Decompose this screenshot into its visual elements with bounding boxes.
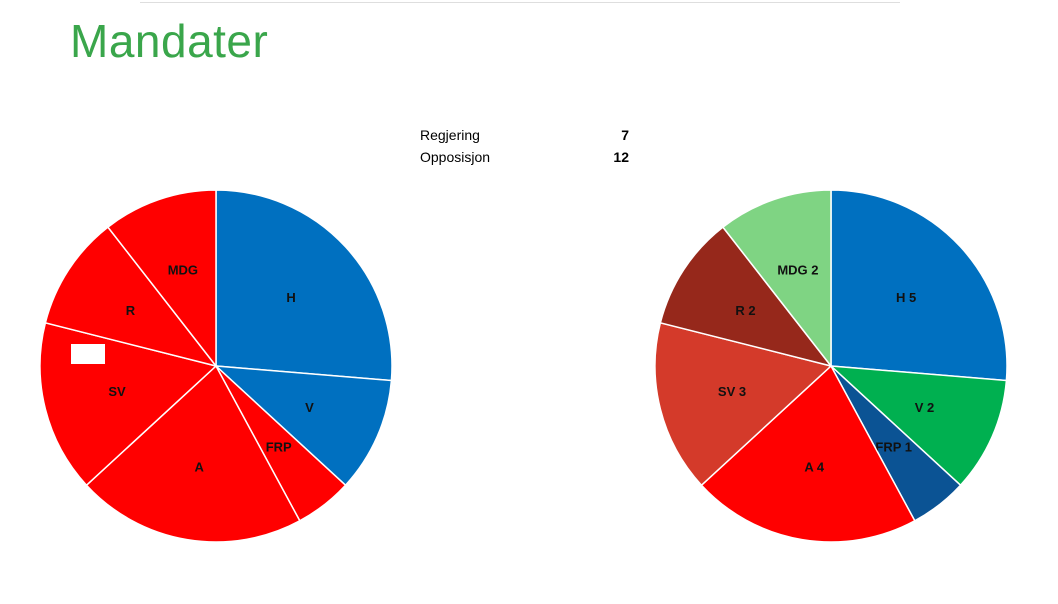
pie-slice-label: A (195, 460, 205, 475)
pie-slice-label: MDG (168, 263, 198, 278)
pie-slice-v (213, 365, 393, 487)
summary-value: 12 (613, 149, 629, 165)
pie-slice-sv (654, 321, 833, 487)
summary-row-opposition: Opposisjon 12 (420, 149, 635, 171)
pie-slice-label: H 5 (896, 290, 916, 305)
pie-slice-label: MDG 2 (777, 263, 818, 278)
pie-slice-label: SV 3 (718, 384, 746, 399)
pie-slice-label: R 2 (735, 303, 755, 318)
summary-value: 7 (621, 127, 629, 143)
pie-slice-mdg (106, 189, 217, 369)
pie-chart-left: H V FRP A SV R MDG (39, 189, 393, 543)
seat-summary: Regjering 7 Opposisjon 12 (420, 127, 635, 171)
summary-label: Opposisjon (420, 149, 491, 165)
page-title: Mandater (70, 15, 269, 67)
summary-label: Regjering (420, 127, 480, 143)
blank-label-box (71, 344, 105, 364)
pie-slice-a (85, 364, 301, 543)
pie-slice-label: H (286, 290, 295, 305)
pie-slice-h (830, 189, 1008, 382)
pie-chart-right: H 5 V 2 FRP 1 A 4 SV 3 R 2 MDG 2 (654, 189, 1008, 543)
summary-row-government: Regjering 7 (420, 127, 635, 149)
pie-slice-label: FRP 1 (875, 440, 912, 455)
pie-slice-r (659, 226, 833, 368)
pie-slice-v (828, 365, 1008, 487)
pie-slice-h (215, 189, 393, 382)
pie-slice-label: V 2 (915, 400, 935, 415)
pie-slice-label: R (126, 303, 136, 318)
pie-slice-a (700, 364, 916, 543)
pie-slice-label: V (305, 400, 314, 415)
pie-slice-label: FRP (266, 440, 292, 455)
top-divider (140, 2, 900, 3)
pie-slice-label: A 4 (804, 460, 825, 475)
pie-slice-label: SV (108, 384, 126, 399)
pie-slice-r (44, 226, 218, 368)
pie-slice-mdg (721, 189, 832, 369)
